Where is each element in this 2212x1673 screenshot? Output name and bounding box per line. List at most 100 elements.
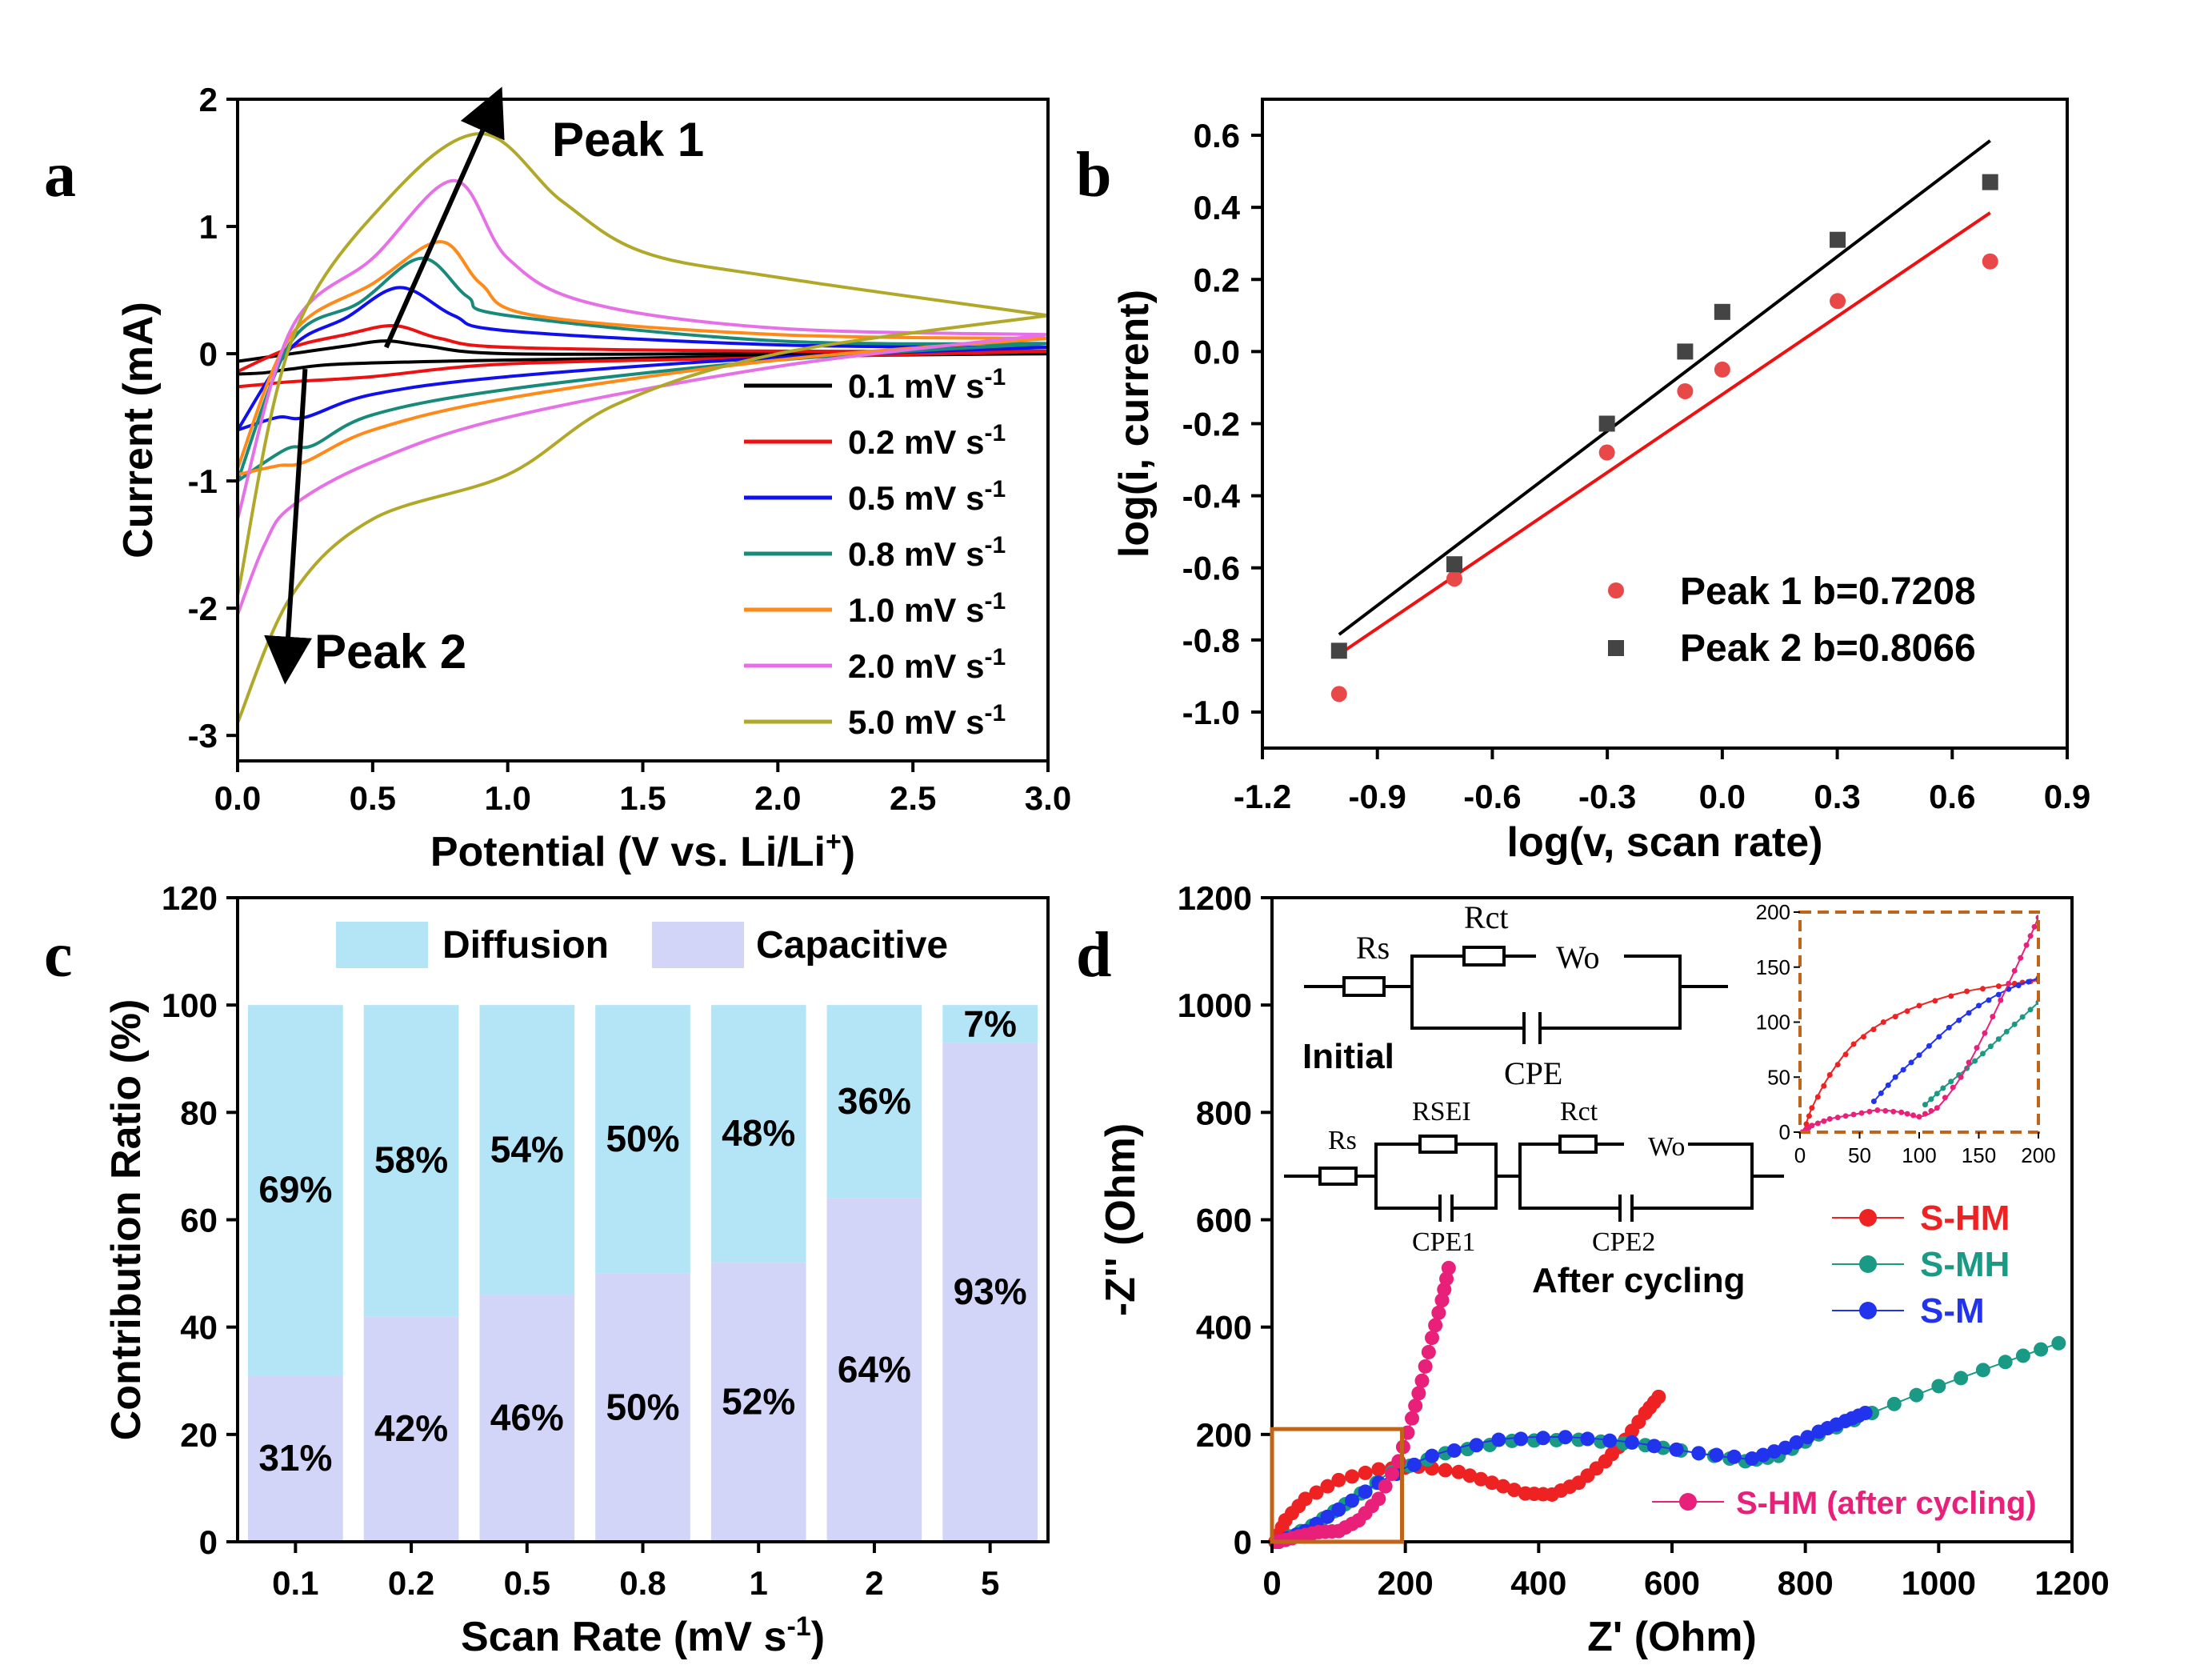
eis-point-smh	[1909, 1387, 1924, 1403]
eis-point-shm	[1995, 983, 2002, 990]
peak1-label: Peak 1	[552, 113, 704, 166]
eis-point-sm	[2015, 983, 2022, 989]
a-ytick-label: 0	[199, 335, 218, 373]
eis-point-shm_cycled	[1431, 1305, 1446, 1320]
eis-point-shm	[1814, 1094, 1821, 1100]
legend-label-shm: S-HM	[1920, 1199, 2010, 1238]
inset-xtick-label: 200	[2021, 1143, 2055, 1167]
circuit-after-rct-label: Rct	[1560, 1097, 1598, 1127]
d-xtick-label: 400	[1510, 1564, 1566, 1602]
legend-label-smh: S-MH	[1920, 1245, 2010, 1284]
bar-capacitive	[826, 1198, 922, 1542]
a-ytick-label: -1	[188, 462, 218, 500]
peak2-point	[1714, 303, 1730, 320]
d-ytick-label: 800	[1196, 1094, 1252, 1131]
eis-point-sm	[1870, 1099, 1877, 1104]
eis-point-shm	[1880, 1019, 1886, 1025]
circuit-initial-cpe	[1522, 1012, 1542, 1044]
bar-label-capacitive: 42%	[374, 1407, 448, 1449]
circuit-initial-label: Initial	[1302, 1037, 1394, 1076]
bar-capacitive	[710, 1263, 806, 1542]
d-ytick-label: 400	[1196, 1309, 1252, 1347]
c-xtick-label: 2	[865, 1564, 883, 1602]
bar-label-capacitive: 50%	[606, 1386, 679, 1427]
eis-point-sm	[1900, 1067, 1906, 1073]
c-ytick-label: 40	[180, 1309, 218, 1347]
circuit-after-rsei-label: RSEI	[1412, 1097, 1471, 1127]
bar-label-capacitive: 46%	[490, 1397, 564, 1439]
eis-point-sm	[1514, 1431, 1529, 1447]
eis-point-shm_cycled	[1850, 1111, 1857, 1118]
eis-point-shm_cycled	[1418, 1359, 1433, 1374]
peak1-point	[1982, 253, 1998, 270]
legend-label-peak2: Peak 2 b=0.8066	[1680, 627, 1976, 670]
eis-point-sm	[1709, 1447, 1724, 1463]
peak1-point	[1677, 382, 1694, 399]
a-ytick-label: -2	[188, 590, 218, 627]
eis-point-sm	[1926, 1043, 1932, 1049]
eis-point-sm	[1966, 1010, 1972, 1016]
eis-point-sm	[1878, 1090, 1884, 1096]
bar-label-capacitive: 52%	[722, 1381, 795, 1423]
eis-point-shm_cycled	[1439, 1271, 1454, 1287]
panel-a: a 0.0 0.5 1.0 1.5 2.0 2.5 3.0 -3 -2 -1 0 1 2 Potential…	[44, 81, 1071, 875]
panel-b-letter: b	[1076, 140, 1112, 210]
eis-point-smh	[1975, 1363, 1990, 1378]
eis-point-sm	[1908, 1059, 1914, 1066]
eis-point-shm	[1850, 1041, 1857, 1047]
circuit-after-rs	[1318, 1167, 1358, 1186]
eis-point-shm	[1651, 1389, 1666, 1404]
eis-point-shm	[1892, 1014, 1898, 1020]
panel-a-letter: a	[44, 140, 76, 210]
c-xtick-label: 1	[750, 1564, 768, 1602]
legend-label-1: 0.2 mV s-1	[848, 420, 1006, 462]
peak2-point	[1598, 415, 1615, 432]
cv-curve-anodic-6	[236, 131, 1049, 596]
eis-point-smh	[2011, 1021, 2018, 1027]
eis-point-sm	[1986, 997, 1992, 1003]
eis-point-sm	[1858, 1406, 1873, 1420]
eis-point-shm_cycled	[1922, 1111, 1928, 1117]
eis-point-sm	[1580, 1431, 1595, 1447]
bar-diffusion	[363, 1005, 459, 1317]
b-ytick-label: 0.0	[1194, 333, 1240, 370]
panel-b-xlabel: log(v, scan rate)	[1507, 819, 1823, 866]
eis-point-shm_cycled	[1441, 1260, 1456, 1275]
eis-point-sm	[1936, 1034, 1942, 1040]
eis-point-smh	[1886, 1396, 1902, 1411]
eis-point-shm_cycled	[1998, 997, 2004, 1003]
eis-point-sm	[1345, 1493, 1359, 1508]
eis-point-shm	[1842, 1051, 1849, 1058]
inset: 0 50 100 150 200 0 50 100 150 200	[1756, 900, 2056, 1167]
eis-point-shm_cycled	[1834, 1115, 1841, 1121]
inset-ytick-label: 0	[1779, 1120, 1790, 1144]
eis-point-sm	[1892, 1074, 1898, 1080]
circuit-initial-wo-label: Wo	[1556, 939, 1600, 975]
eis-point-sm	[1995, 991, 2002, 998]
c-ytick-label: 100	[162, 987, 218, 1024]
legend-label-diffusion: Diffusion	[442, 924, 609, 967]
eis-point-shm_cycled	[1378, 1479, 1393, 1494]
cv-curve-anodic-3	[236, 256, 1049, 482]
peak1-point	[1830, 293, 1846, 310]
eis-point-shm	[1948, 993, 1954, 999]
inset-ytick-label: 100	[1756, 1011, 1790, 1035]
eis-point-shm_cycled	[1904, 1111, 1910, 1117]
legend-label-6: 5.0 mV s-1	[848, 700, 1006, 742]
eis-point-shm	[1495, 1479, 1510, 1494]
a-ytick-label: -3	[188, 717, 218, 754]
c-ytick-label: 20	[180, 1416, 218, 1454]
c-ytick-label: 80	[180, 1094, 218, 1131]
c-xtick-label: 5	[981, 1564, 999, 1602]
peak1-arrow	[383, 86, 505, 349]
inset-ytick-label: 200	[1756, 900, 1790, 924]
eis-point-shm	[1932, 998, 1938, 1004]
eis-point-shm_cycled	[1821, 1118, 1827, 1124]
bar-label-diffusion: 54%	[490, 1128, 564, 1170]
bar-diffusion	[942, 1005, 1038, 1043]
circuit-after	[1284, 1135, 1784, 1222]
circuit-after-wires	[1284, 1143, 1784, 1210]
eis-point-shm_cycled	[1405, 1411, 1419, 1426]
b-xtick-label: 0.3	[1814, 778, 1860, 815]
circuit-initial	[1304, 946, 1728, 1044]
